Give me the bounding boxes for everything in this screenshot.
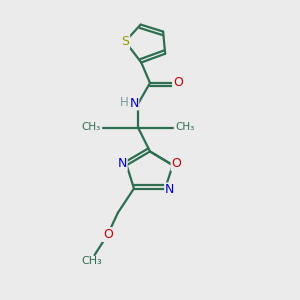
Text: N: N bbox=[129, 97, 139, 110]
Text: O: O bbox=[173, 76, 183, 89]
Text: CH₃: CH₃ bbox=[81, 256, 102, 266]
Text: S: S bbox=[121, 35, 129, 48]
Text: O: O bbox=[103, 228, 112, 241]
Text: CH₃: CH₃ bbox=[82, 122, 101, 132]
Text: N: N bbox=[117, 157, 127, 170]
Text: O: O bbox=[172, 157, 182, 170]
Text: N: N bbox=[165, 184, 175, 196]
Text: CH₃: CH₃ bbox=[176, 122, 195, 132]
Text: H: H bbox=[120, 96, 129, 109]
